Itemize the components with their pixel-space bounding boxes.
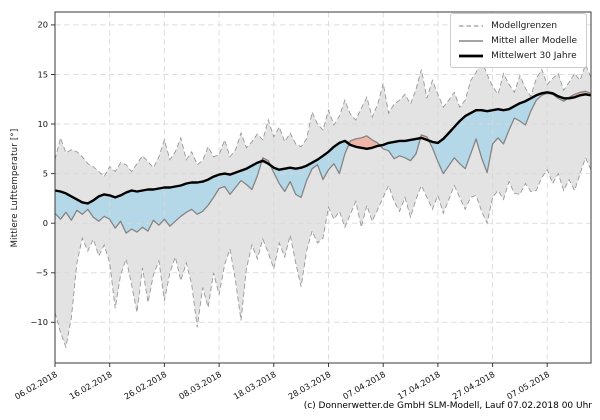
climate-mean-line xyxy=(54,91,592,205)
x-tick-label: 28.03.2018 xyxy=(286,369,332,401)
x-axis-tick-labels: 06.02.2018 16.02.2018 26.02.2018 08.03.2018… xyxy=(13,369,551,401)
y-tick-label: 0 xyxy=(43,218,48,228)
y-tick-label: 10 xyxy=(37,119,48,129)
x-tick-label: 18.03.2018 xyxy=(232,369,278,401)
y-tick-label: 20 xyxy=(37,20,48,30)
x-tick-label: 16.02.2018 xyxy=(68,369,114,401)
model-bounds-lines xyxy=(54,58,592,349)
solid-gray-line-swatch-icon xyxy=(459,39,484,42)
legend-label: Modellgrenzen xyxy=(491,20,558,31)
thick-black-line-swatch-icon xyxy=(459,54,484,57)
upper-bound-line xyxy=(54,58,592,178)
x-tick-label: 17.04.2018 xyxy=(396,369,442,401)
y-tick-label: −10 xyxy=(30,317,48,327)
anomaly-fills xyxy=(55,91,591,234)
x-tick-label: 06.02.2018 xyxy=(13,369,59,401)
axis-ticks xyxy=(51,24,548,367)
axes-spines xyxy=(54,11,592,364)
y-axis-label: Mittlere Lufttemperatur [°] xyxy=(10,128,20,248)
y-axis-tick-labels: 20 15 10 5 0 −5 −10 xyxy=(30,20,48,327)
lower-bound-line xyxy=(54,156,592,349)
x-tick-label: 26.02.2018 xyxy=(122,369,168,401)
y-tick-label: −5 xyxy=(36,268,48,278)
cooler-than-mean-fill xyxy=(55,92,591,234)
legend-label: Mittelwert 30 Jahre xyxy=(491,50,577,61)
legend-item-mittel-aller-modelle: Mittel aller Modelle xyxy=(458,33,577,48)
x-tick-label: 07.05.2018 xyxy=(505,369,551,401)
x-tick-label: 07.04.2018 xyxy=(341,369,387,401)
copyright-caption: (c) Donnerwetter.de GmbH SLM-Modell, Lau… xyxy=(303,401,592,411)
legend-item-mittelwert-30-jahre: Mittelwert 30 Jahre xyxy=(458,48,577,63)
y-tick-label: 15 xyxy=(37,69,48,79)
x-tick-label: 27.04.2018 xyxy=(450,369,496,401)
x-tick-label: 08.03.2018 xyxy=(177,369,223,401)
legend-item-modellgrenzen: Modellgrenzen xyxy=(458,18,577,33)
y-tick-label: 5 xyxy=(43,168,48,178)
model-mean-line xyxy=(54,90,592,234)
dashed-line-swatch-icon xyxy=(459,24,484,27)
legend: Modellgrenzen Mittel aller Modelle Mitte… xyxy=(450,13,587,68)
legend-label: Mittel aller Modelle xyxy=(491,35,577,46)
